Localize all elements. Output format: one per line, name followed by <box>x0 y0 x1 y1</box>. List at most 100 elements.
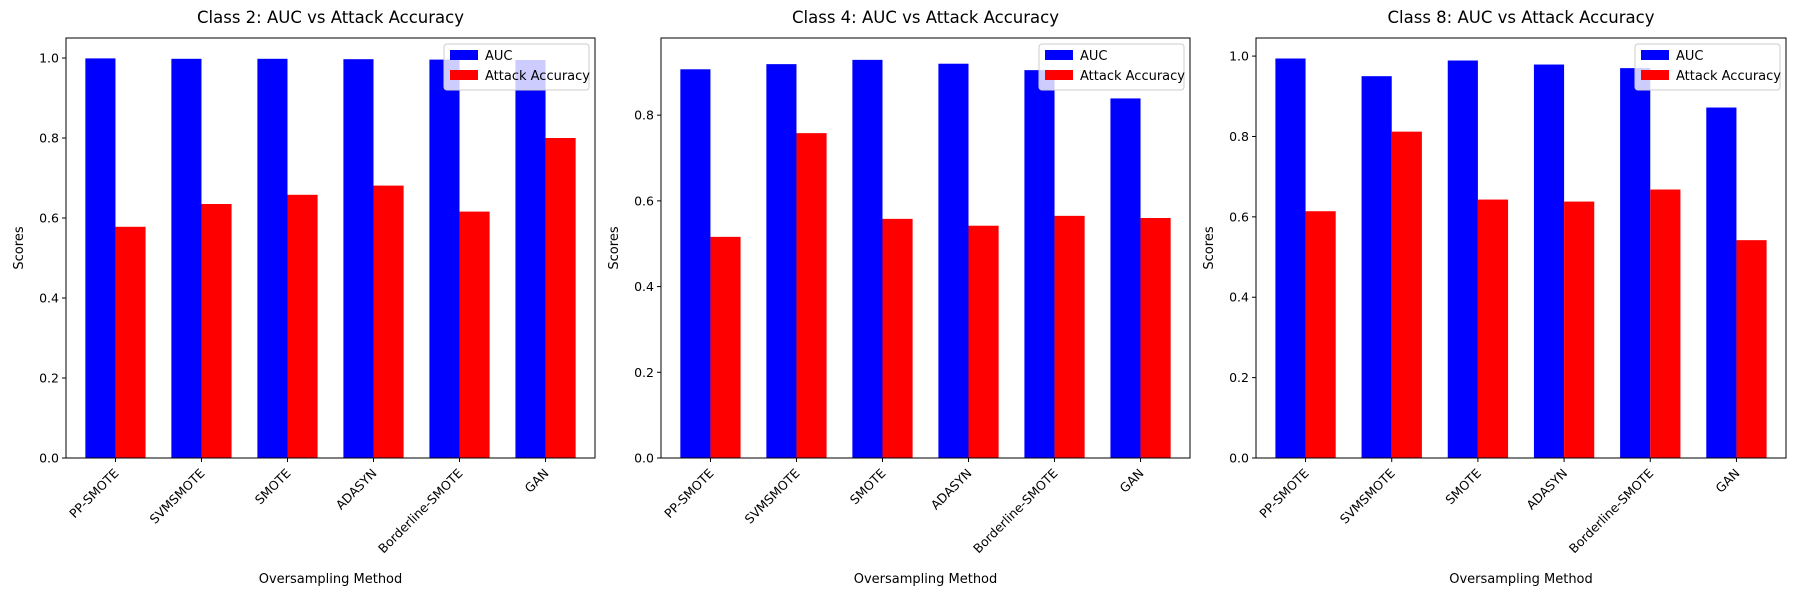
auc-bar-1 <box>1275 58 1306 458</box>
x-tick-label: GAN <box>522 466 552 496</box>
y-tick-label: 0.6 <box>1229 209 1249 224</box>
x-axis-label: Oversampling Method <box>259 572 403 587</box>
auc-bar-1 <box>680 69 711 459</box>
attack-accuracy-bar-2 <box>1391 131 1422 458</box>
bar-group <box>1275 58 1767 459</box>
legend: AUC Attack Accuracy <box>1038 43 1185 91</box>
auc-bar-6 <box>515 60 546 458</box>
bar-group <box>680 59 1171 459</box>
attack-accuracy-bar-5 <box>459 211 490 458</box>
auc-bar-5 <box>429 59 460 458</box>
auc-bar-1 <box>85 58 116 459</box>
y-tick-label: 1.0 <box>39 51 59 66</box>
x-tick-label: PP-SMOTE <box>66 465 122 521</box>
auc-bar-4 <box>938 63 969 458</box>
axes-frame <box>660 37 1191 459</box>
auc-bar-4 <box>1533 64 1565 459</box>
legend-label-attack-accuracy: Attack Accuracy <box>1676 69 1781 84</box>
attack-accuracy-bar-6 <box>1140 218 1171 458</box>
legend: AUC Attack Accuracy <box>443 43 590 91</box>
auc-bar-2 <box>1361 76 1392 458</box>
attack-accuracy-bar-4 <box>373 185 404 458</box>
attack-accuracy-bar-3 <box>1477 199 1509 458</box>
chart-panel-1: Class 2: AUC vs Attack Accuracy 0.0 0.2 0.4… <box>12 8 596 587</box>
legend-label-attack-accuracy: Attack Accuracy <box>1080 69 1185 84</box>
attack-accuracy-bar-3 <box>882 218 913 458</box>
auc-bar-3 <box>257 58 288 459</box>
x-tick-label: ADASYN <box>333 466 380 513</box>
attack-accuracy-bar-6 <box>545 138 576 458</box>
legend-swatch-auc <box>1641 50 1669 60</box>
x-tick-label: GAN <box>1117 466 1147 496</box>
y-tick-label: 0.4 <box>1229 290 1249 305</box>
y-tick-label: 0.2 <box>634 365 654 380</box>
x-axis-label: Oversampling Method <box>1449 572 1593 587</box>
auc-bar-6 <box>1110 98 1141 458</box>
x-tick-label: SVMSMOTE <box>742 465 803 526</box>
x-tick-label: SVMSMOTE <box>147 465 208 526</box>
x-tick-label: Borderline-SMOTE <box>970 465 1061 556</box>
y-tick-label: 0.0 <box>39 451 59 466</box>
x-tick-label: PP-SMOTE <box>1256 465 1312 521</box>
y-axis-label: Scores <box>1202 226 1217 269</box>
auc-bar-3 <box>1447 60 1478 459</box>
attack-accuracy-bar-1 <box>115 226 146 458</box>
x-tick-label: Borderline-SMOTE <box>1566 465 1657 556</box>
attack-accuracy-bar-2 <box>796 133 827 458</box>
attack-accuracy-bar-3 <box>287 194 318 459</box>
attack-accuracy-bar-2 <box>201 204 232 458</box>
x-tick-label: SVMSMOTE <box>1337 465 1398 526</box>
y-tick-label: 0.8 <box>1229 129 1249 144</box>
legend-swatch-attack-accuracy <box>1045 70 1073 80</box>
x-tick-label: Borderline-SMOTE <box>375 465 466 556</box>
y-tick-label: 0.6 <box>634 193 654 208</box>
attack-accuracy-bar-4 <box>968 225 999 458</box>
chart-panel-2: Class 4: AUC vs Attack Accuracy 0.0 0.2 0.4… <box>607 8 1191 587</box>
x-tick-label: SMOTE <box>847 465 889 507</box>
auc-bar-5 <box>1620 68 1651 458</box>
legend-label-attack-accuracy: Attack Accuracy <box>485 69 590 84</box>
attack-accuracy-bar-1 <box>710 236 741 458</box>
attack-accuracy-bar-5 <box>1054 215 1085 458</box>
y-axis-label: Scores <box>607 226 622 269</box>
y-tick-label: 0.4 <box>39 291 59 306</box>
chart-title: Class 8: AUC vs Attack Accuracy <box>1388 8 1655 27</box>
legend-label-auc: AUC <box>1676 49 1704 64</box>
auc-bar-2 <box>171 58 202 459</box>
y-tick-label: 0.4 <box>634 279 654 294</box>
bar-group <box>85 58 576 459</box>
y-tick-label: 0.0 <box>634 451 654 466</box>
y-tick-label: 0.0 <box>1229 451 1249 466</box>
y-tick-label: 1.0 <box>1229 49 1249 64</box>
legend-box <box>1038 43 1185 91</box>
auc-bar-3 <box>852 59 883 458</box>
chart-title: Class 2: AUC vs Attack Accuracy <box>197 8 464 27</box>
attack-accuracy-bar-6 <box>1736 240 1767 458</box>
x-tick-label: ADASYN <box>1523 466 1570 513</box>
legend-swatch-attack-accuracy <box>450 70 478 80</box>
legend-box <box>443 43 590 91</box>
auc-bar-6 <box>1706 107 1737 458</box>
attack-accuracy-bar-5 <box>1650 189 1681 458</box>
legend-label-auc: AUC <box>1080 49 1108 64</box>
auc-bar-4 <box>343 59 374 458</box>
axes-frame <box>65 37 596 459</box>
x-tick-label: SMOTE <box>252 465 294 507</box>
y-tick-label: 0.6 <box>39 211 59 226</box>
x-tick-label: SMOTE <box>1442 465 1484 507</box>
axes-frame <box>1255 37 1787 459</box>
x-axis-label: Oversampling Method <box>854 572 998 587</box>
chart-panel-3: Class 8: AUC vs Attack Accuracy 0.0 0.2 0.4… <box>1202 8 1787 587</box>
legend-label-auc: AUC <box>485 49 513 64</box>
legend: AUC Attack Accuracy <box>1634 43 1781 91</box>
x-tick-label: PP-SMOTE <box>661 465 717 521</box>
x-tick-label: GAN <box>1712 466 1742 496</box>
chart-title: Class 4: AUC vs Attack Accuracy <box>792 8 1059 27</box>
x-tick-label: ADASYN <box>928 466 975 513</box>
legend-swatch-attack-accuracy <box>1641 70 1669 80</box>
y-tick-label: 0.8 <box>634 108 654 123</box>
attack-accuracy-bar-1 <box>1305 211 1336 458</box>
y-tick-label: 0.8 <box>39 131 59 146</box>
legend-box <box>1634 43 1781 91</box>
